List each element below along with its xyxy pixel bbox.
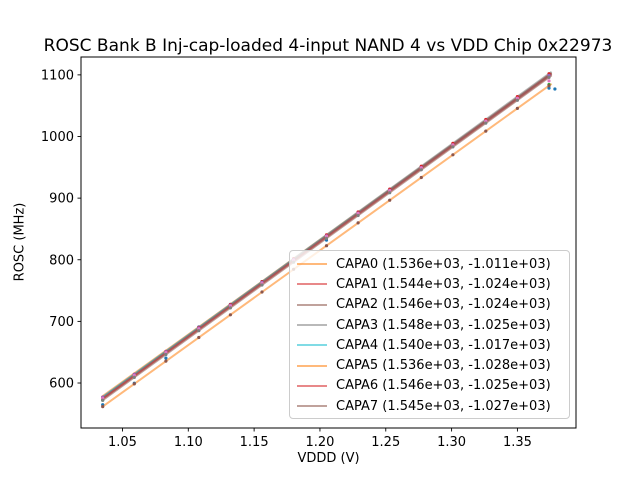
data-point-CAPA0	[547, 86, 551, 90]
legend-label: CAPA6 (1.546e+03, -1.025e+03)	[336, 378, 551, 394]
x-tick-label: 1.15	[240, 435, 269, 450]
data-point-CAPA7	[164, 352, 168, 357]
y-axis-label: ROSC (MHz)	[12, 202, 28, 282]
data-point-CAPA7	[260, 283, 264, 287]
data-point-CAPA5	[547, 84, 551, 88]
data-point-CAPA7	[197, 329, 201, 333]
y-tick-label: 800	[49, 253, 74, 268]
data-point-CAPA7	[356, 213, 360, 218]
legend-line-swatch	[297, 384, 327, 387]
data-point-CAPA5	[197, 335, 201, 340]
y-tick-label: 1100	[41, 68, 74, 83]
legend-line-swatch	[297, 263, 327, 266]
legend-label: CAPA5 (1.536e+03, -1.028e+03)	[336, 358, 551, 374]
legend-label: CAPA1 (1.544e+03, -1.024e+03)	[336, 276, 551, 292]
legend-item-CAPA4: CAPA4 (1.540e+03, -1.017e+03)	[297, 335, 563, 355]
legend-line-swatch	[297, 324, 327, 327]
y-tick-label: 600	[49, 377, 74, 392]
x-tick-label: 1.05	[108, 435, 137, 450]
data-point-CAPA0	[553, 87, 557, 91]
axes-frame	[80, 56, 577, 429]
legend-label: CAPA7 (1.545e+03, -1.027e+03)	[336, 398, 551, 414]
data-point-CAPA7	[515, 98, 520, 102]
legend-line-swatch	[297, 405, 327, 408]
data-point-CAPA5	[451, 153, 455, 157]
legend-line-swatch	[297, 303, 327, 306]
data-point-CAPA7	[451, 145, 455, 149]
data-point-CAPA7	[484, 121, 488, 125]
data-point-CAPA5	[515, 106, 520, 110]
data-point-CAPA5	[228, 313, 232, 317]
legend-label: CAPA2 (1.546e+03, -1.024e+03)	[336, 297, 551, 313]
chart-title: ROSC Bank B Inj-cap-loaded 4-input NAND …	[43, 36, 613, 56]
data-point-CAPA6	[547, 79, 551, 83]
y-tick-label: 900	[49, 192, 74, 207]
data-point-CAPA5	[324, 244, 329, 248]
data-point-CAPA7	[388, 191, 392, 195]
data-point-CAPA5	[132, 382, 136, 386]
legend-item-CAPA6: CAPA6 (1.546e+03, -1.025e+03)	[297, 376, 563, 396]
data-point-CAPA0	[164, 356, 168, 360]
data-point-CAPA5	[101, 405, 105, 409]
legend-label: CAPA4 (1.540e+03, -1.017e+03)	[336, 337, 551, 353]
data-point-CAPA7	[101, 398, 105, 402]
data-point-CAPA7	[547, 75, 551, 79]
legend-item-CAPA3: CAPA3 (1.548e+03, -1.025e+03)	[297, 315, 563, 335]
x-tick-label: 1.30	[437, 435, 466, 450]
data-point-CAPA5	[484, 129, 488, 133]
data-point-CAPA5	[356, 221, 360, 225]
legend-label: CAPA0 (1.536e+03, -1.011e+03)	[336, 256, 551, 272]
legend-line-swatch	[297, 344, 327, 347]
legend-item-CAPA0: CAPA0 (1.536e+03, -1.011e+03)	[297, 254, 563, 274]
x-tick-label: 1.20	[305, 435, 334, 450]
data-point-CAPA5	[388, 198, 392, 202]
legend-item-CAPA2: CAPA2 (1.546e+03, -1.024e+03)	[297, 295, 563, 315]
x-axis-label: VDDD (V)	[297, 451, 360, 466]
y-tick-label: 1000	[41, 130, 74, 145]
legend-item-CAPA7: CAPA7 (1.545e+03, -1.027e+03)	[297, 396, 563, 416]
data-point-CAPA5	[260, 290, 264, 294]
legend-item-CAPA1: CAPA1 (1.544e+03, -1.024e+03)	[297, 274, 563, 294]
x-tick-label: 1.25	[371, 435, 400, 450]
legend-label: CAPA3 (1.548e+03, -1.025e+03)	[336, 317, 551, 333]
data-point-CAPA7	[419, 168, 423, 172]
data-point-CAPA7	[228, 306, 232, 310]
data-point-CAPA5	[419, 175, 423, 180]
legend-line-swatch	[297, 283, 327, 286]
data-point-CAPA7	[132, 375, 136, 379]
legend-box: CAPA0 (1.536e+03, -1.011e+03) CAPA1 (1.54…	[289, 250, 570, 419]
data-point-CAPA7	[324, 236, 329, 240]
legend-item-CAPA5: CAPA5 (1.536e+03, -1.028e+03)	[297, 355, 563, 375]
legend-line-swatch	[297, 364, 327, 367]
x-tick-label: 1.35	[503, 435, 532, 450]
data-point-CAPA5	[164, 359, 168, 363]
x-tick-label: 1.10	[174, 435, 203, 450]
y-tick-label: 700	[49, 315, 74, 330]
